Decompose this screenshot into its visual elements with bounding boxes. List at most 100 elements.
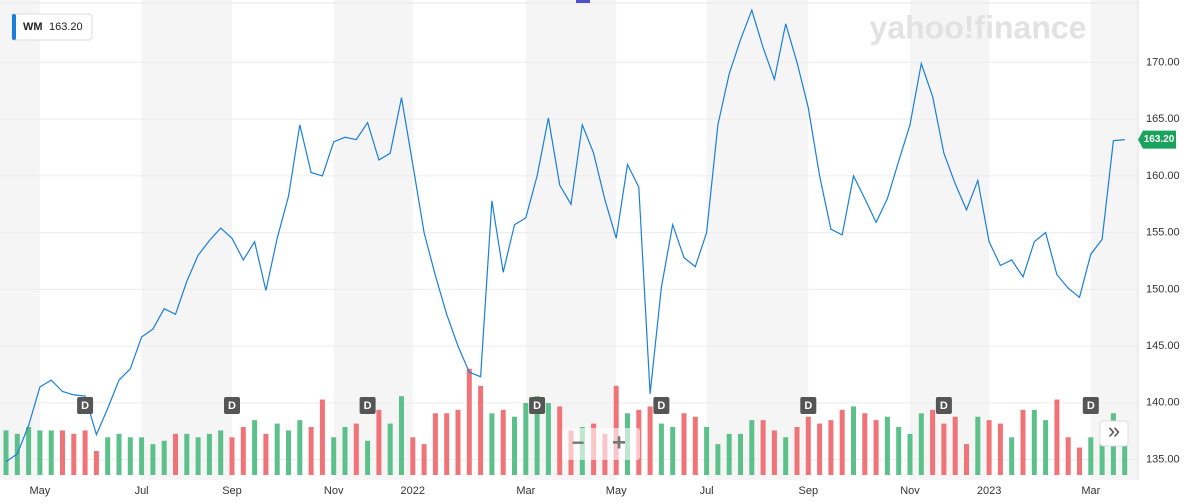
legend-stripe	[12, 14, 16, 40]
x-tick-label: Sep	[799, 485, 819, 497]
zoom-out-button[interactable]: −	[572, 430, 585, 455]
y-tick-label: 140.00	[1146, 397, 1180, 409]
volume-bar	[986, 420, 992, 475]
legend-price: 163.20	[49, 21, 83, 33]
volume-bar	[421, 444, 427, 475]
y-tick-label: 160.00	[1146, 170, 1180, 182]
volume-bar	[692, 416, 698, 475]
event-label: D	[804, 400, 812, 412]
more-button-bg	[1099, 420, 1129, 447]
volume-bar	[399, 396, 404, 475]
volume-bar	[252, 420, 258, 475]
volume-bar	[760, 420, 766, 475]
y-tick-label: 145.00	[1146, 340, 1180, 352]
volume-bar	[263, 433, 269, 475]
volume-bar	[873, 420, 879, 475]
event-marker[interactable]	[224, 397, 240, 414]
volume-bar	[512, 416, 517, 475]
volume-bar	[161, 440, 167, 475]
volume-bar	[907, 433, 913, 475]
volume-bar	[240, 427, 246, 475]
volume-bar	[455, 409, 461, 475]
x-tick-label: 2023	[977, 485, 1001, 497]
price-badge	[1138, 130, 1176, 149]
volume-bar	[1043, 420, 1049, 475]
x-tick-label: 2022	[401, 485, 425, 497]
volume-bar	[127, 437, 133, 475]
more-button[interactable]: »	[1108, 418, 1120, 443]
volume-bar	[387, 423, 393, 475]
volume-bar	[658, 423, 664, 475]
event-marker[interactable]	[1082, 397, 1099, 414]
event-marker[interactable]	[935, 397, 952, 414]
volume-bar	[930, 409, 936, 475]
volume-bar	[105, 437, 111, 475]
volume-bar	[884, 416, 890, 475]
volume-bar	[726, 433, 732, 475]
event-marker[interactable]	[77, 397, 94, 414]
event-label: D	[1087, 400, 1095, 412]
volume-bar	[523, 403, 529, 475]
volume-bar	[817, 423, 823, 475]
volume-bar	[783, 437, 789, 475]
event-marker[interactable]	[529, 397, 546, 414]
price-badge-label: 163.20	[1144, 134, 1175, 145]
volume-bar	[1020, 409, 1026, 475]
event-marker[interactable]	[800, 397, 817, 414]
x-tick-label: May	[606, 485, 627, 497]
volume-bar	[896, 427, 902, 475]
volume-bar	[557, 406, 563, 475]
volume-bar	[229, 437, 235, 475]
volume-bar	[738, 433, 743, 475]
volume-bar	[297, 420, 303, 475]
volume-bar	[704, 427, 710, 475]
y-tick-label: 170.00	[1146, 56, 1180, 68]
price-line	[5, 8, 1125, 463]
event-label: D	[228, 400, 236, 412]
volume-bar	[771, 430, 777, 475]
volume-bar	[805, 416, 811, 475]
volume-bar	[1077, 447, 1082, 475]
volume-bar	[466, 368, 472, 475]
x-tick-label: Sep	[222, 485, 242, 497]
volume-bar	[975, 416, 981, 475]
event-marker[interactable]	[653, 397, 670, 414]
month-band	[0, 0, 40, 480]
month-band	[141, 0, 232, 480]
event-label: D	[533, 400, 541, 412]
event-marker[interactable]	[359, 397, 376, 414]
volume-bar	[139, 437, 145, 475]
volume-bar	[116, 433, 122, 475]
volume-bar	[1122, 427, 1128, 475]
volume-bar	[545, 403, 551, 475]
event-label: D	[657, 400, 665, 412]
event-label: D	[81, 400, 89, 412]
volume-bar	[478, 385, 484, 475]
volume-bar	[964, 444, 969, 475]
volume-bar	[93, 451, 99, 475]
volume-bar	[444, 413, 450, 475]
volume-bar	[1054, 399, 1060, 475]
volume-bar	[48, 430, 54, 475]
volume-bar	[918, 413, 924, 475]
volume-bar	[218, 430, 224, 475]
x-tick-label: Mar	[1081, 485, 1100, 497]
volume-bar	[715, 444, 721, 475]
volume-bar	[60, 430, 65, 475]
x-tick-label: Nov	[324, 485, 344, 497]
top-indicator	[576, 0, 590, 3]
volume-bar	[749, 420, 755, 475]
volume-bar	[851, 406, 856, 475]
volume-bar	[1065, 437, 1071, 475]
volume-bar	[839, 409, 845, 475]
volume-bar	[997, 423, 1003, 475]
month-band	[706, 0, 809, 480]
legend-symbol: WM	[23, 21, 43, 33]
volume-bar	[1009, 437, 1015, 475]
x-tick-label: Nov	[900, 485, 920, 497]
volume-bar	[1031, 409, 1037, 475]
volume-bar	[173, 433, 178, 475]
zoom-in-button[interactable]: +	[612, 429, 626, 456]
volume-bar	[794, 427, 800, 475]
y-tick-label: 135.00	[1146, 453, 1180, 465]
